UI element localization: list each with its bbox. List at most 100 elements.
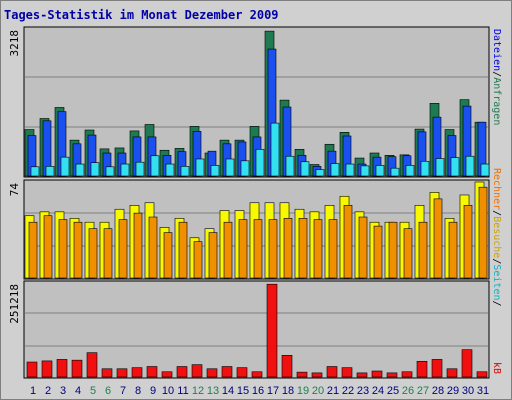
bar-seiten-day-9	[150, 155, 160, 177]
bar-rechner-day-29	[448, 221, 458, 279]
x-tick-label: 17	[267, 385, 279, 397]
bar-rechner-day-25	[388, 221, 398, 279]
legend-visits: Besuche	[491, 216, 502, 258]
bar-rechner-day-19	[298, 218, 308, 279]
bar-seiten-day-13	[210, 165, 220, 177]
bar-kb-day-31	[476, 371, 488, 378]
bar-kb-day-15	[236, 367, 248, 378]
bar-seiten-day-11	[180, 166, 190, 177]
bar-rechner-day-10	[163, 232, 173, 279]
x-tick-label: 20	[312, 385, 324, 397]
bar-seiten-day-3	[60, 156, 70, 177]
bar-rechner-day-15	[238, 219, 248, 279]
bar-kb-day-8	[131, 367, 143, 378]
bar-rechner-day-12	[193, 241, 203, 279]
bar-seiten-day-12	[195, 158, 205, 177]
bar-kb-day-7	[116, 368, 128, 378]
x-tick-label: 10	[162, 385, 174, 397]
bar-rechner-day-4	[73, 221, 83, 279]
bar-seiten-day-6	[105, 166, 115, 177]
bar-seiten-day-19	[300, 161, 310, 177]
bar-rechner-day-9	[148, 216, 158, 279]
bar-kb-day-22	[341, 367, 353, 378]
bar-rechner-day-8	[133, 212, 143, 279]
bar-rechner-day-30	[463, 205, 473, 279]
bar-kb-day-6	[101, 368, 113, 378]
x-tick-label: 23	[357, 385, 369, 397]
kb-panel-background	[23, 280, 490, 379]
x-tick-label: 18	[282, 385, 294, 397]
x-tick-label: 30	[462, 385, 474, 397]
chart-title: Tages-Statistik im Monat Dezember 2009	[4, 8, 279, 22]
bar-rechner-day-5	[88, 228, 98, 279]
x-tick-label: 29	[447, 385, 459, 397]
bar-kb-day-17	[266, 283, 278, 378]
x-tick-label: 15	[237, 385, 249, 397]
bar-rechner-day-23	[358, 216, 368, 279]
bar-rechner-day-13	[208, 232, 218, 279]
bar-seiten-day-17	[270, 122, 280, 177]
x-tick-label: 31	[477, 385, 489, 397]
bar-kb-day-1	[26, 361, 38, 378]
bar-kb-day-19	[296, 371, 308, 378]
x-tick-label: 25	[387, 385, 399, 397]
bar-kb-day-30	[461, 349, 473, 378]
bar-seiten-day-26	[405, 165, 415, 177]
bar-seiten-day-23	[360, 165, 370, 177]
x-tick-label: 21	[327, 385, 339, 397]
legend-separator: /	[491, 258, 502, 264]
bar-rechner-day-7	[118, 219, 128, 279]
bar-seiten-day-14	[225, 158, 235, 177]
bar-seiten-day-27	[420, 160, 430, 177]
bar-seiten-day-1	[30, 166, 40, 177]
x-tick-label: 16	[252, 385, 264, 397]
kb-legend: kB	[491, 362, 502, 374]
bar-seiten-day-8	[135, 161, 145, 177]
legend-separator: /	[491, 71, 502, 77]
x-tick-label: 3	[60, 385, 66, 397]
x-tick-label: 7	[120, 385, 126, 397]
bar-kb-day-9	[146, 366, 158, 378]
x-tick-label: 9	[150, 385, 156, 397]
bar-kb-day-16	[251, 371, 263, 378]
bar-kb-day-24	[371, 370, 383, 378]
x-tick-label: 26	[402, 385, 414, 397]
bar-seiten-day-21	[330, 163, 340, 177]
bar-kb-day-29	[446, 368, 458, 378]
bar-rechner-day-26	[403, 228, 413, 279]
bar-rechner-day-31	[478, 186, 488, 279]
bar-rechner-day-20	[313, 219, 323, 279]
bar-kb-day-25	[386, 372, 398, 378]
bar-kb-day-11	[176, 366, 188, 378]
bar-seiten-day-2	[45, 166, 55, 177]
bar-seiten-day-4	[75, 163, 85, 177]
visits-ymax-label: 74	[8, 183, 21, 197]
bar-rechner-day-16	[253, 219, 263, 279]
bar-seiten-day-28	[435, 158, 445, 177]
bar-kb-day-28	[431, 359, 443, 378]
legend-pages: Seiten	[491, 264, 502, 300]
bar-seiten-day-16	[255, 149, 265, 177]
bar-kb-day-4	[71, 359, 83, 378]
bar-seiten-day-7	[120, 163, 130, 177]
bar-kb-day-3	[56, 359, 68, 378]
bar-seiten-day-5	[90, 162, 100, 177]
bar-kb-day-14	[221, 366, 233, 378]
bar-kb-day-13	[206, 368, 218, 378]
x-tick-label: 2	[45, 385, 51, 397]
bar-kb-day-23	[356, 372, 368, 378]
bar-seiten-day-25	[390, 167, 400, 177]
bar-rechner-day-3	[58, 219, 68, 279]
x-tick-label: 12	[192, 385, 204, 397]
legend-hosts: Rechner	[491, 168, 502, 210]
bar-rechner-day-28	[433, 198, 443, 279]
bar-kb-day-21	[326, 366, 338, 378]
legend-requests: Anfragen	[491, 77, 502, 125]
x-tick-label: 27	[417, 385, 429, 397]
x-tick-label: 24	[372, 385, 384, 397]
x-tick-label: 8	[135, 385, 141, 397]
legend-separator: /	[491, 301, 502, 307]
bar-rechner-day-21	[328, 219, 338, 279]
bar-rechner-day-14	[223, 221, 233, 279]
